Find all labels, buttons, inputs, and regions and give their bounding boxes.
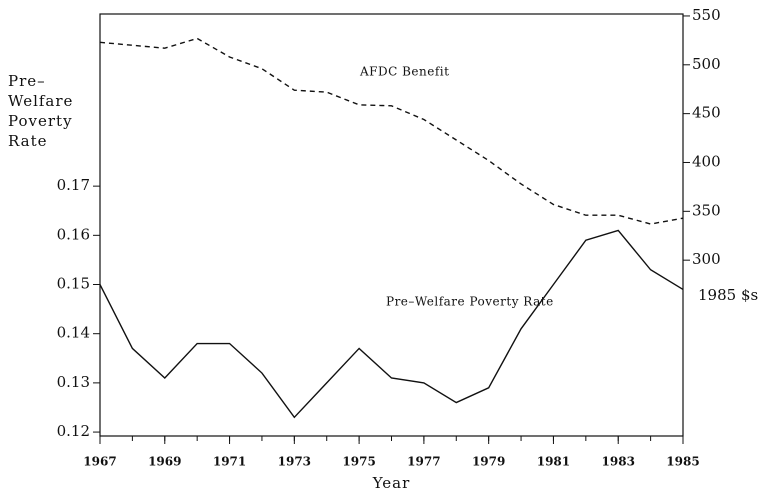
x-tick-label: 1977: [407, 455, 440, 469]
line-series: [99, 229, 684, 419]
y2-axis-label: 1985 $s: [698, 286, 758, 304]
y-tick-label: 0.16: [57, 225, 90, 243]
x-tick-label: 1975: [342, 455, 375, 469]
y2-tick-label: 450: [692, 104, 721, 122]
y-axis-label: Poverty: [8, 112, 73, 130]
y-tick-label: 0.14: [57, 324, 90, 342]
annotation: Pre–Welfare Poverty Rate: [386, 295, 554, 309]
y-tick-label: 0.15: [57, 275, 90, 293]
y2-tick-label: 550: [692, 6, 721, 24]
y-axis-label: Welfare: [8, 92, 73, 110]
line-series: [99, 37, 684, 225]
y-tick-label: 0.13: [57, 373, 90, 391]
x-tick-label: 1979: [472, 455, 505, 469]
y2-tick-label: 400: [692, 152, 721, 170]
y-tick-label: 0.12: [57, 422, 90, 440]
y-axis-label: Pre–: [8, 72, 46, 90]
x-axis-label: Year: [372, 474, 411, 492]
x-tick-label: 1981: [537, 455, 570, 469]
y2-tick-label: 500: [692, 55, 721, 73]
y-tick-label: 0.17: [57, 176, 90, 194]
annotation: AFDC Benefit: [359, 65, 449, 79]
x-tick-label: 1967: [83, 455, 116, 469]
x-tick-label: 1973: [278, 455, 311, 469]
y2-tick-label: 350: [692, 201, 721, 219]
x-tick-label: 1971: [213, 455, 246, 469]
x-tick-label: 1969: [148, 455, 181, 469]
y2-tick-label: 300: [692, 250, 721, 268]
x-tick-label: 1985: [666, 455, 699, 469]
x-tick-label: 1983: [602, 455, 635, 469]
y-axis-label: Rate: [8, 132, 48, 150]
